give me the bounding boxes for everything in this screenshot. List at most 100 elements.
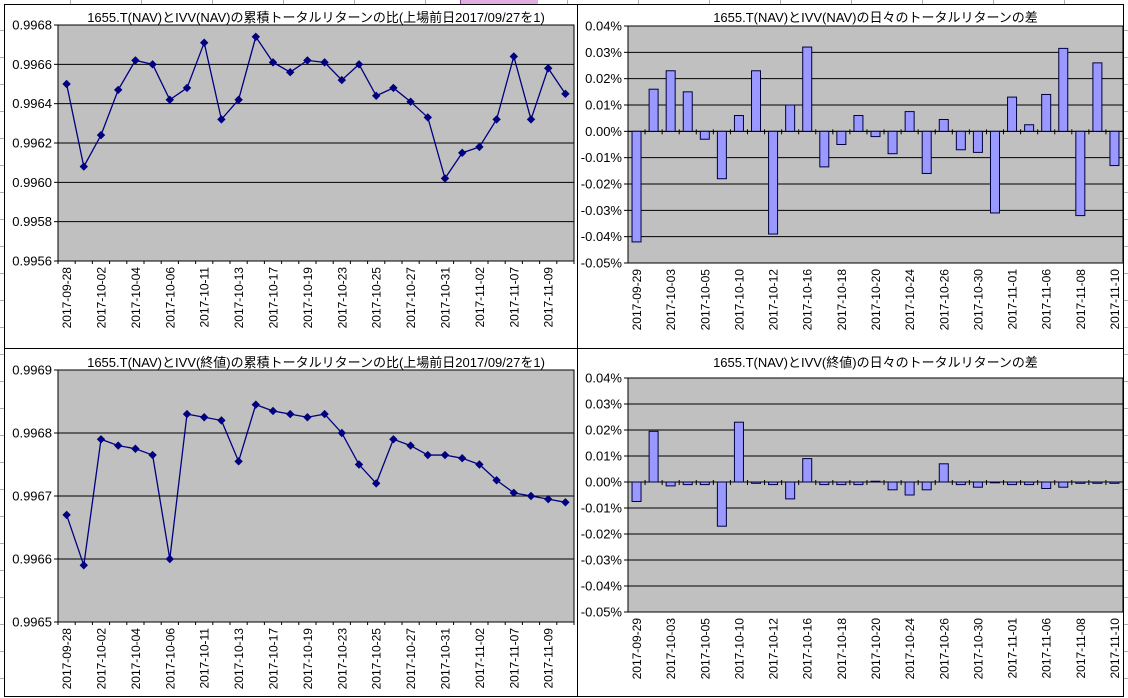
diamond-marker bbox=[406, 441, 415, 450]
y-tick-label: 0.9967 bbox=[12, 489, 52, 504]
y-tick-label: -0.01% bbox=[581, 501, 623, 516]
bar bbox=[768, 130, 779, 235]
x-tick-label: 2017-10-12 bbox=[767, 269, 781, 331]
x-tick-label: 2017-10-17 bbox=[267, 267, 281, 329]
bar bbox=[665, 70, 676, 132]
y-tick-label: 0.9968 bbox=[12, 18, 52, 33]
bar bbox=[631, 481, 642, 502]
diamond-marker bbox=[131, 444, 140, 453]
bar bbox=[904, 481, 915, 496]
worksheet-right-sliver bbox=[1124, 4, 1128, 697]
x-tick-label: 2017-09-28 bbox=[60, 628, 74, 690]
x-tick-label: 2017-10-27 bbox=[404, 628, 418, 690]
diamond-marker bbox=[303, 413, 312, 422]
chart-close-daily-return-diff[interactable]: 1655.T(NAV)とIVV(終値)の日々のトータルリターンの差 0.04% 0… bbox=[577, 348, 1124, 697]
bar bbox=[938, 118, 949, 132]
diamond-marker bbox=[148, 60, 157, 69]
diamond-marker bbox=[526, 491, 536, 501]
bar-chart-canvas[interactable]: 0.04% 0.03% 0.02% 0.01% 0.00% -0.01% -0.02% -0.… bbox=[578, 5, 1123, 348]
diamond-marker bbox=[492, 115, 501, 124]
chart-title: 1655.T(NAV)とIVV(NAV)の日々のトータルリターンの差 bbox=[713, 10, 1038, 25]
diamond-marker bbox=[165, 95, 175, 104]
bar-chart-canvas[interactable]: 0.04% 0.03% 0.02% 0.01% 0.00% -0.01% -0.02% -0.… bbox=[578, 349, 1123, 696]
bar bbox=[1007, 96, 1018, 132]
y-tick-label: -0.05% bbox=[581, 605, 623, 620]
diamond-marker bbox=[389, 435, 398, 444]
diamond-marker bbox=[371, 91, 381, 101]
bar bbox=[887, 130, 898, 155]
x-tick-label: 2017-11-09 bbox=[542, 267, 556, 328]
diamond-marker bbox=[182, 83, 192, 93]
y-tick-label: 0.9966 bbox=[12, 57, 52, 72]
diamond-marker bbox=[354, 60, 364, 69]
line-chart-canvas[interactable]: 0.9968 0.9966 0.9964 0.9962 0.9960 0.9958 0.99… bbox=[5, 5, 577, 348]
x-tick-label: 2017-10-10 bbox=[732, 269, 746, 331]
worksheet-top-sliver bbox=[0, 0, 1128, 4]
diamond-marker bbox=[354, 460, 364, 469]
diamond-marker bbox=[182, 409, 192, 419]
x-tick-label: 2017-10-06 bbox=[163, 267, 177, 329]
bar bbox=[1058, 481, 1069, 488]
bar bbox=[1007, 481, 1018, 486]
bar bbox=[716, 130, 727, 180]
bar bbox=[1041, 481, 1052, 489]
x-tick-label: 2017-10-26 bbox=[937, 618, 951, 680]
bar bbox=[1109, 481, 1120, 484]
plot-area bbox=[627, 25, 1123, 264]
bar bbox=[819, 130, 830, 168]
diamond-marker bbox=[561, 498, 570, 507]
y-tick-label: 0.9956 bbox=[12, 254, 52, 269]
chart-nav-daily-return-diff[interactable]: 1655.T(NAV)とIVV(NAV)の日々のトータルリターンの差 0.04%… bbox=[577, 4, 1124, 349]
diamond-marker bbox=[268, 406, 278, 416]
diamond-marker bbox=[509, 488, 519, 498]
diamond-marker bbox=[79, 561, 89, 570]
diamond-marker bbox=[526, 115, 536, 124]
diamond-marker bbox=[457, 148, 467, 158]
diamond-marker bbox=[492, 476, 501, 485]
chart-title: 1655.T(NAV)とIVV(終値)の累積トータルリターンの比(上場前日201… bbox=[87, 355, 545, 370]
diamond-marker bbox=[62, 79, 71, 89]
diamond-marker bbox=[337, 75, 347, 85]
diamond-marker bbox=[475, 142, 484, 152]
y-tick-label: 0.02% bbox=[585, 423, 622, 438]
x-tick-label: 2017-10-17 bbox=[267, 628, 281, 690]
diamond-marker bbox=[251, 400, 261, 409]
diamond-marker bbox=[457, 453, 467, 463]
x-tick-label: 2017-11-10 bbox=[1108, 618, 1122, 679]
bar bbox=[955, 481, 966, 486]
y-tick-label: -0.03% bbox=[581, 203, 623, 218]
diamond-marker bbox=[389, 83, 398, 93]
diamond-marker bbox=[96, 435, 106, 444]
x-tick-label: 2017-10-05 bbox=[698, 618, 712, 680]
y-tick-label: -0.04% bbox=[581, 229, 623, 244]
chart-nav-cumulative-ratio[interactable]: 1655.T(NAV)とIVV(NAV)の累積トータルリターンの比(上場前日20… bbox=[4, 4, 578, 349]
diamond-marker bbox=[320, 409, 329, 419]
sheet-cell-fragment bbox=[460, 0, 538, 4]
chart-title: 1655.T(NAV)とIVV(NAV)の累積トータルリターンの比(上場前日20… bbox=[87, 10, 545, 25]
x-tick-label: 2017-10-24 bbox=[903, 618, 917, 680]
x-tick-label: 2017-10-16 bbox=[801, 269, 815, 331]
y-tick-label: 0.01% bbox=[585, 449, 622, 464]
x-tick-label: 2017-10-19 bbox=[301, 267, 315, 329]
x-tick-label: 2017-09-29 bbox=[630, 269, 644, 331]
bar bbox=[887, 481, 898, 491]
bar bbox=[733, 115, 744, 132]
chart-close-cumulative-ratio[interactable]: 1655.T(NAV)とIVV(終値)の累積トータルリターンの比(上場前日201… bbox=[4, 348, 578, 697]
diamond-marker bbox=[234, 95, 243, 104]
x-tick-label: 2017-10-03 bbox=[664, 269, 678, 331]
diamond-marker bbox=[440, 174, 450, 183]
x-tick-label: 2017-10-02 bbox=[95, 267, 109, 329]
line-chart-canvas[interactable]: 0.9969 0.9968 0.9967 0.9966 0.9965 2017-09-28… bbox=[5, 349, 577, 696]
x-tick-label: 2017-10-04 bbox=[129, 267, 143, 329]
x-tick-label: 2017-10-06 bbox=[163, 628, 177, 690]
diamond-marker bbox=[543, 64, 553, 73]
x-tick-label: 2017-10-13 bbox=[232, 628, 246, 690]
y-tick-label: -0.03% bbox=[581, 553, 623, 568]
bar bbox=[1041, 93, 1052, 132]
bar bbox=[682, 91, 693, 132]
diamond-marker bbox=[131, 56, 140, 65]
bar bbox=[1075, 130, 1086, 217]
y-tick-label: 0.9968 bbox=[12, 426, 52, 441]
bar bbox=[921, 481, 932, 491]
